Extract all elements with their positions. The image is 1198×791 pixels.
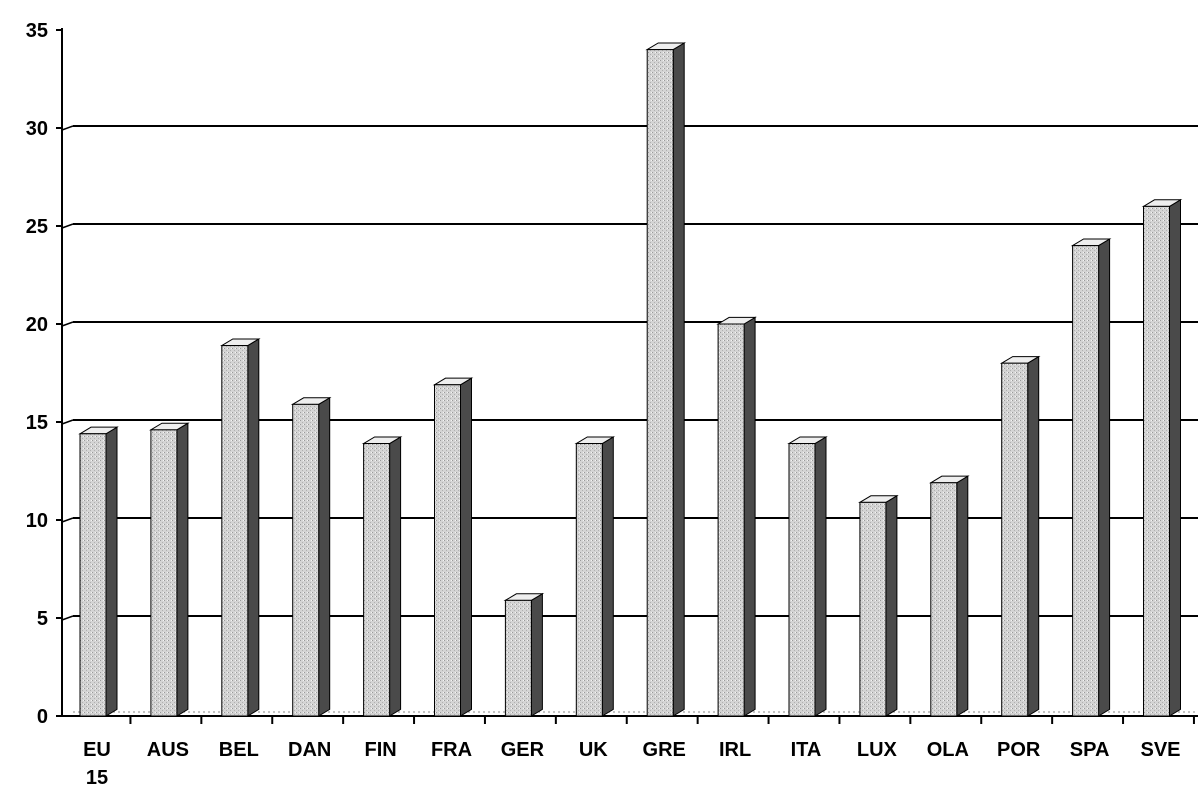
- x-category-label-line: FIN: [364, 739, 396, 761]
- x-category-label: ITA: [791, 739, 822, 761]
- y-tick-label: 0: [37, 706, 48, 728]
- x-category-label: FIN: [364, 739, 396, 761]
- bar-front: [435, 385, 461, 716]
- bar-side: [886, 496, 897, 716]
- x-category-label-line: BEL: [219, 739, 259, 761]
- bar-side: [319, 398, 330, 716]
- y-tick-label: 30: [26, 118, 48, 140]
- x-category-label-line: EU: [83, 739, 111, 761]
- bar-side: [1099, 239, 1110, 716]
- bar: [718, 317, 755, 716]
- bar-side: [390, 437, 401, 716]
- bar-front: [1002, 363, 1028, 716]
- x-category-label: SVE: [1140, 739, 1180, 761]
- bar: [789, 437, 826, 716]
- bar-side: [531, 594, 542, 716]
- x-category-label-line: GER: [501, 739, 545, 761]
- bar-front: [1073, 246, 1099, 716]
- x-category-label: AUS: [147, 739, 189, 761]
- bar-side: [248, 339, 259, 716]
- bar: [505, 594, 542, 716]
- bar-front: [222, 346, 248, 716]
- x-category-label: UK: [579, 739, 608, 761]
- x-category-label: EU 15: [83, 739, 111, 789]
- x-category-label-line: FRA: [431, 739, 472, 761]
- bar: [80, 427, 117, 716]
- x-category-label-line: UK: [579, 739, 608, 761]
- x-category-label-line: IRL: [719, 739, 751, 761]
- bar-side: [1170, 200, 1181, 716]
- x-category-label: OLA: [927, 739, 969, 761]
- x-category-label-line: GRE: [643, 739, 686, 761]
- x-category-label-line: 15: [86, 767, 108, 789]
- bar-front: [647, 50, 673, 716]
- y-tick-label: 5: [37, 608, 48, 630]
- bar-front: [1144, 206, 1170, 716]
- gridline-corner: [62, 322, 73, 326]
- bar: [364, 437, 401, 716]
- x-category-label-line: LUX: [857, 739, 898, 761]
- y-tick-label: 35: [26, 20, 48, 42]
- y-tick-label: 10: [26, 510, 48, 532]
- bar: [222, 339, 259, 716]
- x-category-label-line: SPA: [1070, 739, 1110, 761]
- x-category-label: LUX: [857, 739, 898, 761]
- bar: [1002, 357, 1039, 716]
- bar-side: [602, 437, 613, 716]
- bar-front: [364, 444, 390, 716]
- bar-front: [789, 444, 815, 716]
- bar-side: [673, 43, 684, 716]
- x-category-label-line: SVE: [1140, 739, 1180, 761]
- x-category-label-line: ITA: [791, 739, 822, 761]
- bar-side: [815, 437, 826, 716]
- bar-side: [957, 476, 968, 716]
- bar: [151, 423, 188, 716]
- bar: [860, 496, 897, 716]
- x-category-label-line: POR: [997, 739, 1041, 761]
- bar-front: [293, 404, 319, 716]
- bar-front: [505, 600, 531, 716]
- gridline-corner: [62, 420, 73, 424]
- bar: [435, 378, 472, 716]
- bar: [1073, 239, 1110, 716]
- x-category-label: GER: [501, 739, 545, 761]
- gridline-corner: [62, 224, 73, 228]
- bar-front: [860, 502, 886, 716]
- x-category-label-line: AUS: [147, 739, 189, 761]
- bar-front: [931, 483, 957, 716]
- y-tick-label: 20: [26, 314, 48, 336]
- x-category-label-line: DAN: [288, 739, 331, 761]
- x-category-label: SPA: [1070, 739, 1110, 761]
- gridline-corner: [62, 616, 73, 620]
- bar-side: [744, 317, 755, 716]
- bar: [931, 476, 968, 716]
- bar-front: [576, 444, 602, 716]
- gridline-corner: [62, 518, 73, 522]
- x-category-label: DAN: [288, 739, 331, 761]
- bar: [576, 437, 613, 716]
- x-category-label: POR: [997, 739, 1041, 761]
- bar-side: [177, 423, 188, 716]
- gridline-corner: [62, 126, 73, 130]
- bar-front: [80, 434, 106, 716]
- x-category-label: IRL: [719, 739, 751, 761]
- bar-side: [461, 378, 472, 716]
- bar-side: [1028, 357, 1039, 716]
- x-category-label-line: OLA: [927, 739, 969, 761]
- bar: [293, 398, 330, 716]
- x-category-label: FRA: [431, 739, 472, 761]
- bar-front: [151, 430, 177, 716]
- x-category-label: GRE: [643, 739, 686, 761]
- y-tick-label: 25: [26, 216, 48, 238]
- bar-side: [106, 427, 117, 716]
- bar: [1144, 200, 1181, 716]
- bar: [647, 43, 684, 716]
- y-tick-label: 15: [26, 412, 48, 434]
- x-category-label: BEL: [219, 739, 259, 761]
- bar-front: [718, 324, 744, 716]
